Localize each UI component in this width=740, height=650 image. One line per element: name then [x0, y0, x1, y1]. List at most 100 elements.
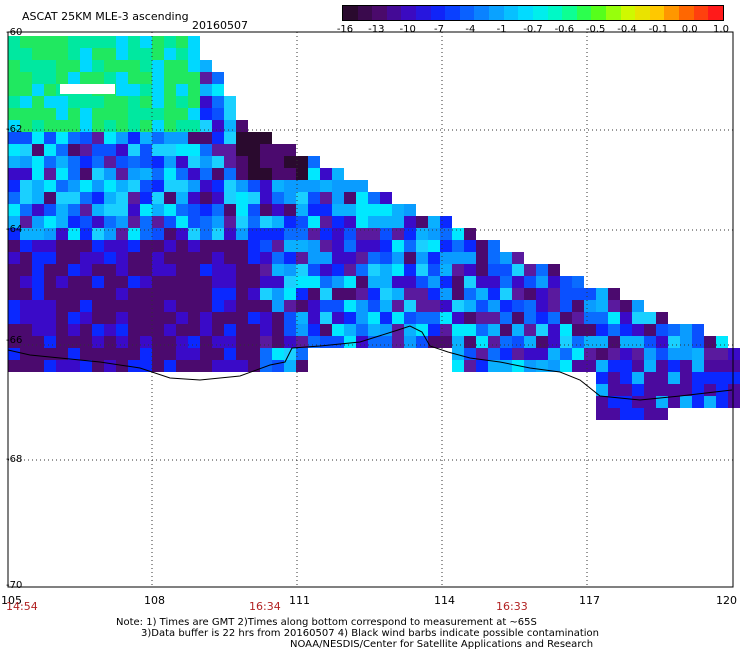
swath-pixel — [236, 288, 248, 300]
swath-pixel — [536, 264, 548, 276]
swath-pixel — [212, 180, 224, 192]
swath-pixel — [68, 156, 80, 168]
swath-pixel — [140, 120, 152, 132]
swath-pixel — [128, 312, 140, 324]
swath-pixel — [164, 60, 176, 72]
swath-pixel — [92, 120, 104, 132]
swath-pixel — [356, 180, 368, 192]
swath-pixel — [92, 192, 104, 204]
note-line-3: NOAA/NESDIS/Center for Satellite Applica… — [290, 639, 594, 650]
swath-pixel — [728, 372, 740, 384]
swath-pixel — [92, 180, 104, 192]
swath-pixel — [152, 336, 164, 348]
swath-pixel — [452, 240, 464, 252]
swath-pixel — [620, 300, 632, 312]
swath-pixel — [236, 192, 248, 204]
swath-pixel — [332, 168, 344, 180]
swath-pixel — [212, 264, 224, 276]
colorbar-segment — [576, 6, 592, 20]
swath-pixel — [224, 324, 236, 336]
swath-pixel — [380, 216, 392, 228]
swath-pixel — [68, 276, 80, 288]
swath-pixel — [608, 300, 620, 312]
swath-pixel — [32, 204, 44, 216]
swath-pixel — [440, 252, 452, 264]
swath-pixel — [92, 348, 104, 360]
swath-pixel — [8, 96, 20, 108]
swath-pixel — [152, 264, 164, 276]
swath-pixel — [584, 348, 596, 360]
swath-pixel — [116, 192, 128, 204]
swath-pixel — [476, 240, 488, 252]
swath-pixel — [80, 300, 92, 312]
swath-pixel — [164, 276, 176, 288]
colorbar-segment — [708, 6, 723, 20]
swath-pixel — [68, 228, 80, 240]
swath-pixel — [224, 240, 236, 252]
swath-pixel — [404, 204, 416, 216]
swath-pixel — [8, 60, 20, 72]
swath-pixel — [608, 288, 620, 300]
swath-pixel — [44, 312, 56, 324]
swath-pixel — [272, 240, 284, 252]
swath-pixel — [320, 228, 332, 240]
note-line-1: Note: 1) Times are GMT 2)Times along bot… — [116, 617, 537, 628]
swath-pixel — [632, 324, 644, 336]
swath-pixel — [80, 360, 92, 372]
swath-pixel — [548, 276, 560, 288]
swath-pixel — [152, 36, 164, 48]
swath-pixel — [632, 408, 644, 420]
swath-pixel — [644, 396, 656, 408]
swath-pixel — [272, 264, 284, 276]
swath-pixel — [296, 336, 308, 348]
swath-pixel — [128, 288, 140, 300]
swath-pixel — [272, 312, 284, 324]
swath-pixel — [536, 324, 548, 336]
swath-pixel — [104, 144, 116, 156]
swath-pixel — [608, 348, 620, 360]
swath-pixel — [392, 276, 404, 288]
swath-pixel — [92, 60, 104, 72]
colorbar-tick-label: -0.7 — [523, 24, 543, 35]
swath-pixel — [152, 60, 164, 72]
swath-pixel — [128, 360, 140, 372]
swath-pixel — [164, 336, 176, 348]
swath-pixel — [176, 168, 188, 180]
lat-label: -66 — [6, 335, 23, 346]
swath-pixel — [56, 108, 68, 120]
colorbar-segment — [343, 6, 358, 20]
swath-pixel — [428, 264, 440, 276]
swath-pixel — [116, 288, 128, 300]
swath-pixel — [80, 108, 92, 120]
map-title: ASCAT 25KM MLE-3 ascending — [22, 10, 189, 23]
swath-pixel — [140, 108, 152, 120]
swath-pixel — [332, 336, 344, 348]
swath-pixel — [140, 96, 152, 108]
colorbar-segment — [503, 6, 519, 20]
swath-pixel — [356, 288, 368, 300]
swath-pixel — [284, 192, 296, 204]
swath-pixel — [512, 264, 524, 276]
swath-pixel — [224, 108, 236, 120]
swath-pixel — [200, 132, 212, 144]
swath-pixel — [368, 288, 380, 300]
swath-pixel — [56, 228, 68, 240]
swath-pixel — [212, 276, 224, 288]
swath-pixel — [260, 312, 272, 324]
swath-pixel — [380, 228, 392, 240]
swath-pixel — [248, 240, 260, 252]
swath-pixel — [596, 312, 608, 324]
swath-pixel — [140, 72, 152, 84]
swath-pixel — [236, 168, 248, 180]
swath-pixel — [140, 240, 152, 252]
swath-pixel — [272, 216, 284, 228]
swath-pixel — [20, 324, 32, 336]
swath-pixel — [368, 252, 380, 264]
swath-pixel — [164, 312, 176, 324]
swath-pixel — [104, 180, 116, 192]
swath-pixel — [44, 36, 56, 48]
swath-pixel — [176, 312, 188, 324]
swath-pixel — [308, 300, 320, 312]
swath-pixel — [488, 276, 500, 288]
swath-pixel — [524, 288, 536, 300]
